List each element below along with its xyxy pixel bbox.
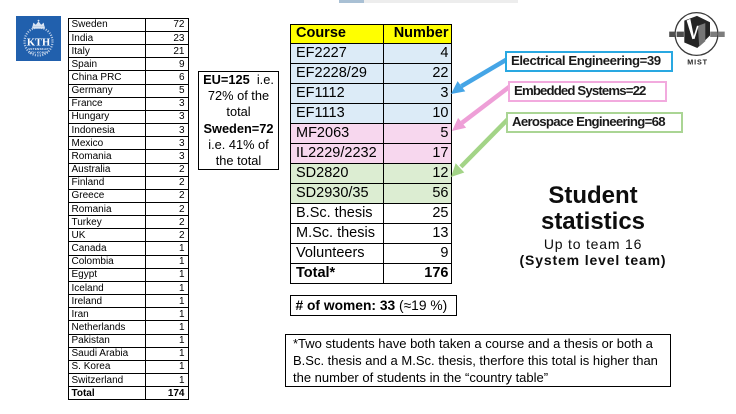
svg-text:VETENSKAP: VETENSKAP [28,47,48,51]
svg-text:OCH KONST: OCH KONST [28,50,48,54]
svg-text:KTH: KTH [27,38,50,49]
svg-text:MIST: MIST [687,58,708,67]
